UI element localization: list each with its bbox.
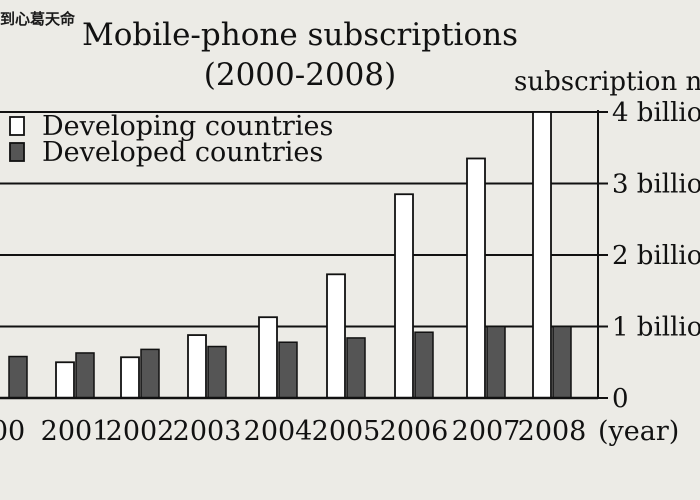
x-axis-label: (year) [598,416,679,447]
bar-developing [258,316,278,399]
x-tick-label: 2007 [452,416,521,447]
legend-label-developed: Developed countries [42,137,323,168]
legend-label-developing: Developing countries [42,111,333,142]
bar-developed [414,331,434,399]
x-tick-label: 2006 [380,416,449,447]
bar-developing [187,334,207,399]
x-tick-label: 2004 [244,416,313,447]
bar-developed [140,348,160,399]
legend-swatch-developing [9,116,25,136]
bar-developed [75,352,95,399]
bar-developing [394,193,414,399]
bar-developing [326,273,346,399]
y-tick-label: 4 billio [612,98,700,128]
bar-developed [8,355,28,399]
y-axis-label: subscription nu [514,67,700,97]
chart-title: Mobile-phone subscriptions [82,17,518,53]
bar-developed [552,325,572,399]
y-tick-label: 0 [612,384,629,414]
bar-developed [346,337,366,399]
chart-subtitle: (2000-2008) [204,57,396,93]
bar-developing [466,157,486,399]
bars [8,111,572,399]
x-tick-label: 2005 [312,416,381,447]
bar-developing [55,361,75,399]
x-tick-label: 00 [0,416,25,447]
bar-developing [532,111,552,399]
x-tick-label: 2002 [106,416,175,447]
y-tick-label: 2 billio [612,241,700,271]
bar-developed [278,341,298,399]
bar-developed [207,345,227,399]
y-tick-label: 3 billio [612,170,700,200]
y-tick-label: 1 billio [612,313,700,343]
bar-developed [486,325,506,399]
legend-swatch-developed [9,142,25,162]
watermark-text: 到心葛天命 [0,10,76,28]
x-tick-label: 2001 [41,416,110,447]
x-tick-label: 2008 [518,416,587,447]
x-tick-label: 2003 [173,416,242,447]
bar-developing [120,356,140,399]
